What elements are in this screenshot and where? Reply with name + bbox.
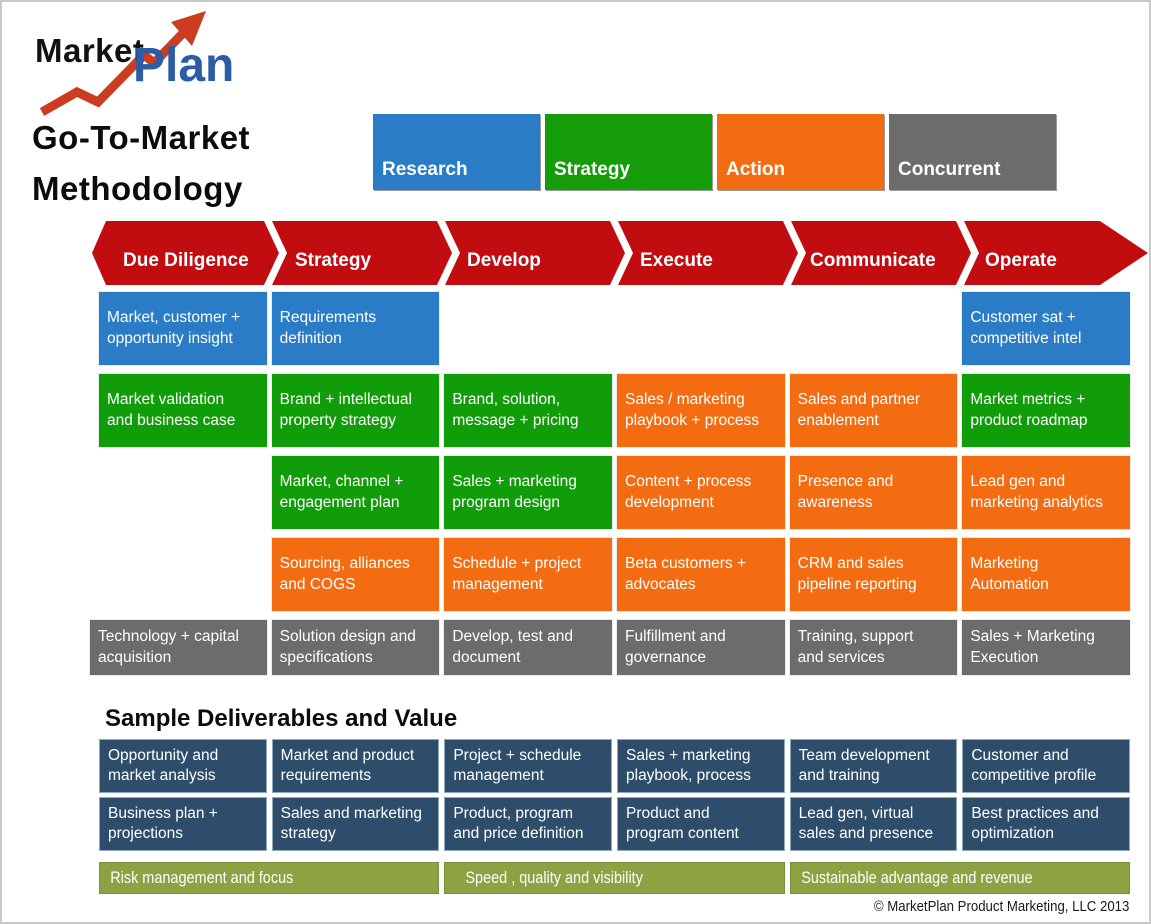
matrix-cell: Market, channel + engagement plan	[271, 456, 440, 529]
matrix-cell: Sales + marketing program design	[444, 456, 612, 529]
value-bar-label: Risk management and focus	[110, 868, 294, 887]
matrix-cell: Beta customers + advocates	[617, 538, 785, 611]
deliverable-cell: Project + schedule management	[444, 739, 612, 793]
deliverable-cell: Customer and competitive profile	[962, 739, 1130, 793]
matrix-cell: Marketing Automation	[962, 538, 1130, 611]
logo-text-market: Market	[35, 32, 145, 69]
matrix-cell: Schedule + project management	[444, 538, 612, 611]
phase-due-diligence: Due Diligence	[123, 249, 249, 271]
phase-communicate: Communicate	[810, 249, 936, 271]
deliverable-cell: Team development and training	[789, 739, 958, 793]
copyright-notice: © MarketPlan Product Marketing, LLC 2013	[873, 898, 1129, 915]
phase-arrow-banner: Due Diligence Strategy Develop Execute C…	[2, 221, 1149, 285]
page-title: Go-To-Market Methodology	[32, 112, 250, 214]
matrix-cell: Lead gen and marketing analytics	[962, 456, 1130, 529]
matrix-cell: Sales / marketing playbook + process	[617, 374, 785, 447]
legend-research: Research	[373, 114, 540, 190]
deliverable-cell: Market and product requirements	[271, 739, 440, 793]
matrix-cell: Sourcing, alliances and COGS	[271, 538, 440, 611]
legend-strategy: Strategy	[545, 114, 712, 190]
deliverable-cell: Opportunity and market analysis	[99, 739, 267, 793]
matrix-cell: Sales + Marketing Execution	[962, 620, 1130, 675]
matrix-cell: Market, customer + opportunity insight	[99, 292, 267, 365]
title-line1: Go-To-Market	[32, 119, 251, 156]
matrix-cell: Training, support and services	[789, 620, 958, 675]
matrix-cell: Market metrics + product roadmap	[962, 374, 1130, 447]
phase-develop: Develop	[467, 249, 541, 271]
legend-action: Action	[717, 114, 884, 190]
phase-operate: Operate	[985, 249, 1057, 271]
marketplan-logo: Market Plan	[30, 10, 290, 120]
deliverables-heading: Sample Deliverables and Value	[105, 705, 458, 732]
value-bar-risk: Risk management and focus	[99, 862, 440, 894]
title-line2: Methodology	[32, 170, 243, 207]
deliverables-grid: Opportunity and market analysis Market a…	[99, 739, 1130, 851]
matrix-cell: Brand, solution, message + pricing	[444, 374, 612, 447]
deliverable-cell: Lead gen, virtual sales and presence	[789, 797, 958, 851]
value-bar-sustainable: Sustainable advantage and revenue	[789, 862, 1130, 894]
logo-text-plan: Plan	[133, 39, 235, 92]
matrix-cell: CRM and sales pipeline reporting	[789, 538, 958, 611]
matrix-cell: Customer sat + competitive intel	[962, 292, 1130, 365]
value-bar-label: Sustainable advantage and revenue	[800, 868, 1033, 887]
value-bars: Risk management and focus Speed , qualit…	[99, 862, 1130, 894]
matrix-cell: Develop, test and document	[444, 620, 612, 675]
phase-strategy: Strategy	[295, 249, 372, 271]
deliverable-cell: Best practices and optimization	[962, 797, 1130, 851]
deliverable-cell: Sales + marketing playbook, process	[617, 739, 785, 793]
matrix-cell: Brand + intellectual property strategy	[271, 374, 440, 447]
activity-matrix: Market, customer + opportunity insight R…	[90, 292, 1130, 675]
chevron-banner-shape	[92, 221, 1148, 285]
deliverable-cell: Business plan + projections	[99, 797, 267, 851]
deliverable-cell: Product and program content	[617, 797, 785, 851]
matrix-cell: Fulfillment and governance	[617, 620, 785, 675]
value-bar-speed: Speed , quality and visibility	[444, 862, 785, 894]
deliverable-cell: Product, program and price definition	[444, 797, 612, 851]
deliverable-cell: Sales and marketing strategy	[271, 797, 440, 851]
matrix-cell: Presence and awareness	[789, 456, 958, 529]
phase-execute: Execute	[640, 249, 713, 271]
matrix-cell: Solution design and specifications	[271, 620, 440, 675]
matrix-cell: Sales and partner enablement	[789, 374, 958, 447]
growth-arrow-icon	[39, 11, 206, 116]
value-bar-label: Speed , quality and visibility	[465, 868, 644, 887]
matrix-cell: Content + process development	[617, 456, 785, 529]
matrix-cell: Technology + capital acquisition	[90, 620, 267, 675]
legend: Research Strategy Action Concurrent	[373, 114, 1056, 190]
matrix-cell: Requirements definition	[271, 292, 440, 365]
matrix-cell: Market validation and business case	[99, 374, 267, 447]
legend-concurrent: Concurrent	[889, 114, 1056, 190]
